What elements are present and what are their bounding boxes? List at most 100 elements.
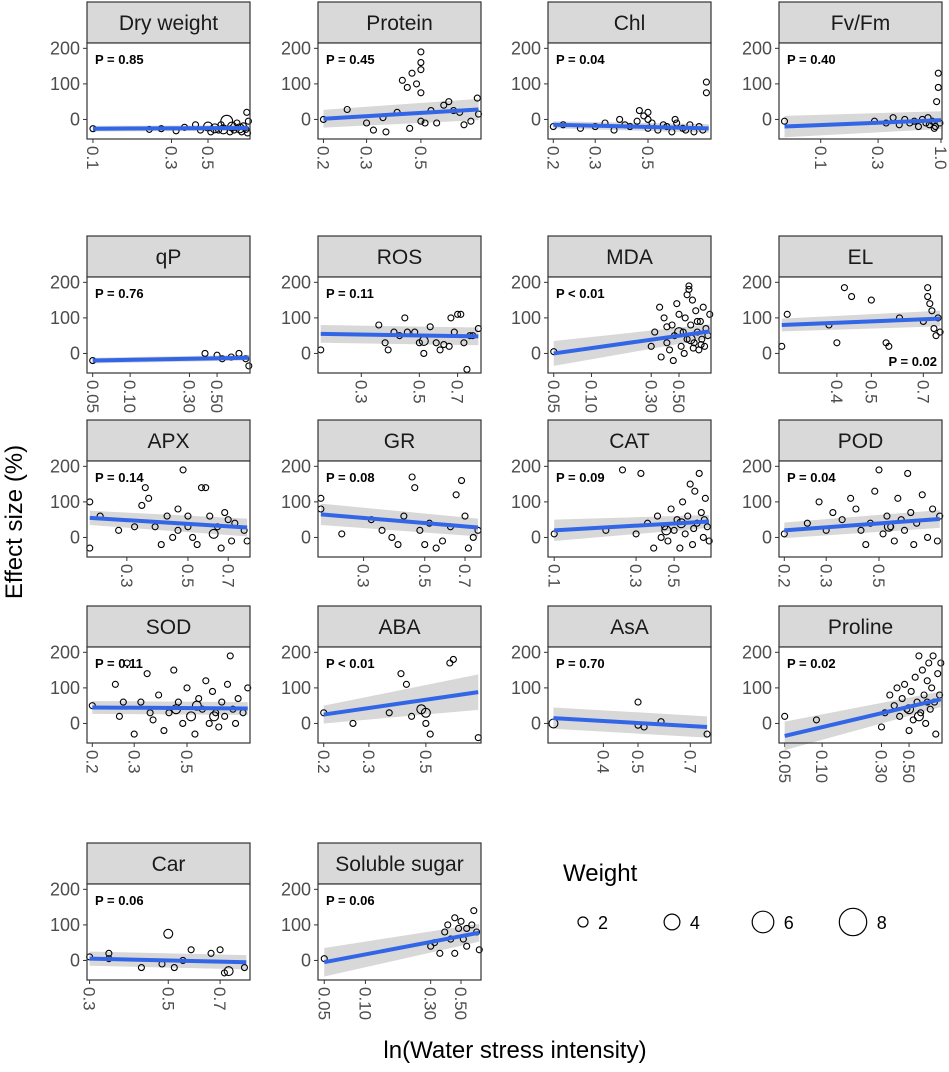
y-tick-label: 200 (50, 38, 80, 58)
x-tick-label: 0.3 (357, 146, 376, 170)
x-tick-label: 0.5 (409, 380, 428, 404)
facet-strip (86, 419, 251, 462)
data-point (915, 652, 923, 660)
data-point (221, 509, 229, 517)
data-point (632, 530, 640, 538)
data-point (417, 59, 425, 67)
data-point (363, 119, 371, 127)
data-point (408, 473, 416, 481)
data-point (422, 719, 430, 727)
y-tick-label: 200 (281, 642, 311, 662)
data-point (898, 695, 906, 703)
y-tick-label: 0 (70, 343, 80, 363)
data-point (673, 300, 681, 308)
data-point (208, 687, 217, 695)
data-point (634, 698, 642, 706)
facet-title: CAT (609, 430, 650, 453)
x-tick-label: 0.3 (816, 564, 835, 588)
data-point (149, 716, 157, 724)
x-tick-label: 0.4 (593, 750, 612, 774)
y-tick-label: 100 (511, 492, 541, 512)
y-tick-label: 0 (301, 950, 311, 970)
facet-strip (317, 605, 482, 648)
p-value-label: P = 0.08 (326, 470, 375, 485)
x-tick-label: 0.5 (158, 987, 177, 1011)
data-point (416, 526, 424, 534)
data-point (687, 321, 695, 329)
data-point (420, 707, 431, 718)
data-point (338, 530, 346, 538)
y-tick-label: 100 (511, 74, 541, 94)
y-tick-label: 100 (281, 308, 311, 328)
data-point (226, 652, 234, 660)
data-point (417, 117, 425, 125)
legend-key-label: 8 (877, 913, 887, 933)
data-point (155, 691, 163, 699)
facet-title: Dry weight (119, 12, 218, 35)
data-point (664, 537, 672, 545)
panel-soluble-sugar: Soluble sugar 200 100 00.05 0.10 0.30 0.50 P = … (281, 842, 483, 1020)
data-point (217, 544, 225, 552)
data-point (411, 484, 419, 492)
plot-area (87, 43, 250, 139)
data-point (145, 494, 153, 502)
data-point (695, 469, 703, 477)
data-point (675, 310, 683, 318)
y-tick-label: 200 (50, 456, 80, 476)
data-point (444, 921, 452, 929)
data-point (119, 698, 127, 706)
data-point (385, 709, 393, 717)
data-point (685, 282, 693, 290)
facet-title: ABA (378, 616, 420, 639)
data-point (432, 339, 440, 347)
data-point (349, 719, 357, 727)
legend-key-label: 2 (598, 913, 608, 933)
data-point (433, 119, 441, 127)
y-tick-label: 100 (50, 74, 80, 94)
data-point (163, 512, 171, 520)
data-point (936, 328, 944, 336)
facet-title: EL (848, 246, 874, 269)
data-point (209, 711, 220, 722)
data-point (917, 709, 925, 717)
data-point (930, 325, 938, 333)
panel-chl: Chl 200 100 00.2 0.3 0.5 P = 0.04 (511, 1, 712, 170)
y-tick-label: 100 (281, 915, 311, 935)
panel-border (778, 460, 943, 558)
data-point (420, 349, 428, 357)
data-point (681, 314, 689, 322)
data-point (137, 698, 145, 706)
y-tick-label: 200 (281, 272, 311, 292)
y-tick-label: 100 (50, 308, 80, 328)
regression-line (323, 107, 479, 121)
data-point (930, 124, 938, 132)
data-point (421, 119, 429, 127)
data-point (143, 670, 151, 678)
data-point (803, 519, 811, 527)
data-point (174, 505, 182, 513)
data-point (669, 357, 677, 365)
data-point (815, 498, 823, 506)
confidence-band (554, 515, 710, 541)
data-point (460, 121, 468, 129)
data-point (111, 680, 119, 688)
data-point (240, 964, 249, 972)
x-tick-label: 0.7 (218, 564, 237, 588)
y-tick-label: 200 (511, 272, 541, 292)
data-point (457, 917, 465, 925)
data-point (901, 680, 909, 688)
data-point (650, 544, 658, 552)
p-value-label: P < 0.01 (556, 286, 605, 301)
data-point (470, 907, 478, 915)
data-point (445, 98, 453, 106)
x-tick-label: 0.30 (180, 380, 199, 413)
p-value-label: P < 0.01 (326, 656, 375, 671)
data-point (426, 730, 434, 738)
data-point (141, 484, 149, 492)
panel-aba: ABA 200 100 00.2 0.3 0.5 P < 0.01 (281, 605, 482, 774)
data-point (115, 526, 123, 534)
regression-line (92, 125, 249, 131)
panel-asa: AsA 200 100 0 0.4 0.5 0.7 P = 0.70 (511, 605, 712, 774)
data-point (918, 491, 926, 499)
